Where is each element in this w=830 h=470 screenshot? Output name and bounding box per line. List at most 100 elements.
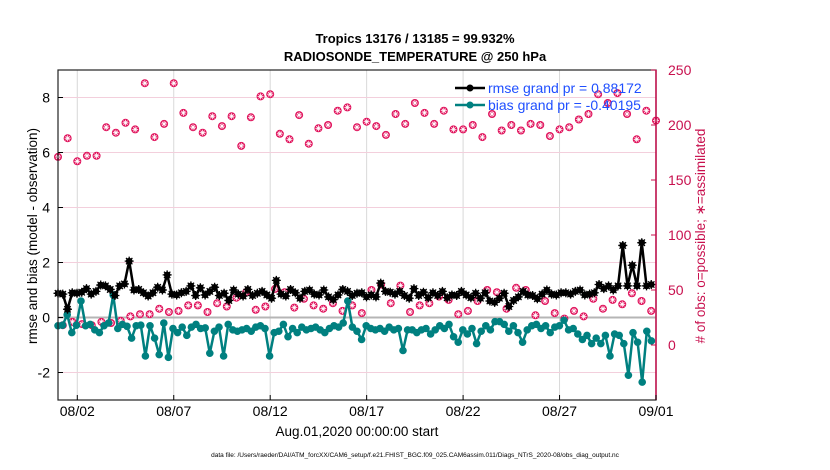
- obs-marker-asterisk: [595, 91, 602, 98]
- rmse-marker-star: [509, 295, 519, 305]
- rmse-point: [81, 284, 91, 294]
- bias-point: [224, 320, 232, 329]
- obs-count-point: [145, 310, 154, 319]
- obs-marker-asterisk: [493, 289, 500, 296]
- bias-point: [624, 371, 633, 380]
- obs-marker-asterisk: [537, 122, 544, 128]
- rmse-point: [134, 284, 144, 294]
- obs-marker-asterisk: [416, 302, 423, 309]
- obs-count-point: [314, 124, 323, 133]
- rmse-marker-star: [551, 290, 561, 300]
- rmse-marker-star: [91, 286, 101, 296]
- bias-point: [518, 338, 527, 347]
- obs-marker-asterisk: [218, 123, 225, 130]
- obs-marker-asterisk: [132, 126, 139, 133]
- obs-marker-asterisk: [175, 307, 182, 314]
- obs-marker-asterisk: [358, 310, 365, 317]
- obs-count-point: [164, 308, 173, 316]
- rmse-point: [646, 280, 656, 289]
- obs-count-point: [425, 299, 434, 308]
- obs-marker-asterisk: [247, 114, 254, 121]
- obs-marker-asterisk: [532, 312, 539, 319]
- obs-marker-asterisk: [382, 131, 389, 138]
- rmse-marker-star: [186, 281, 196, 291]
- obs-marker-asterisk: [233, 294, 240, 301]
- x-tick-label: 09/01: [638, 403, 673, 419]
- rmse-marker-star: [248, 291, 258, 300]
- rmse-point: [191, 291, 201, 300]
- rmse-marker-star: [390, 289, 400, 299]
- x-axis-label: Aug.01,2020 00:00:00 start: [276, 424, 439, 439]
- y-axis-label: rmse and bias (model - observation): [25, 128, 40, 344]
- rmse-point: [418, 287, 428, 297]
- bias-point: [555, 321, 564, 330]
- obs-marker-asterisk: [508, 122, 515, 128]
- obs-count-point: [261, 302, 270, 311]
- rmse-marker-star: [134, 284, 144, 294]
- obs-count-point: [251, 305, 260, 314]
- rmse-marker-star: [267, 293, 277, 303]
- obs-marker-asterisk: [349, 302, 356, 309]
- obs-count-point: [237, 141, 246, 150]
- rmse-marker-star: [566, 289, 576, 299]
- obs-count-point: [512, 283, 521, 292]
- rmse-marker-star: [442, 293, 452, 303]
- obs-marker-asterisk: [64, 135, 71, 142]
- obs-marker-asterisk: [228, 113, 235, 120]
- rmse-marker-star: [490, 297, 500, 307]
- rmse-point: [528, 291, 538, 300]
- obs-count-point: [594, 90, 603, 99]
- obs-count-point: [155, 304, 164, 313]
- rmse-point: [456, 286, 466, 296]
- obs-count-point: [203, 308, 212, 316]
- obs-count-point: [309, 301, 318, 310]
- bias-point: [275, 327, 283, 336]
- obs-count-point: [603, 99, 612, 107]
- obs-count-point: [135, 310, 144, 319]
- bias-point: [574, 330, 582, 338]
- bias-point: [486, 326, 495, 334]
- obs-marker-asterisk: [387, 300, 394, 307]
- rmse-point: [143, 291, 153, 301]
- rmse-marker-star: [423, 293, 433, 303]
- obs-marker-asterisk: [310, 302, 317, 309]
- rmse-marker-star: [300, 286, 310, 296]
- y2-tick-label: 150: [668, 172, 692, 188]
- rmse-marker-star: [594, 280, 604, 289]
- obs-count-point: [184, 301, 193, 310]
- bias-point: [104, 319, 113, 327]
- rmse-marker-star: [613, 281, 623, 291]
- obs-count-point: [102, 123, 111, 132]
- obs-marker-asterisk: [190, 124, 197, 131]
- bias-point: [293, 328, 302, 337]
- obs-marker-asterisk: [69, 318, 76, 325]
- obs-marker-asterisk: [185, 302, 192, 309]
- rmse-marker-star: [210, 282, 220, 292]
- rmse-point: [286, 284, 296, 294]
- rmse-marker-star: [480, 288, 490, 298]
- obs-count-point: [189, 123, 198, 132]
- rmse-marker-star: [580, 290, 590, 300]
- bias-point: [560, 316, 568, 325]
- rmse-marker-star: [452, 291, 462, 300]
- rmse-marker-star: [599, 284, 609, 294]
- obs-count-point: [459, 125, 468, 134]
- rmse-point: [518, 286, 528, 296]
- bias-point: [606, 352, 614, 360]
- rmse-series: [53, 238, 656, 314]
- bias-point: [647, 337, 656, 345]
- bias-point: [477, 327, 486, 336]
- obs-marker-asterisk: [141, 80, 148, 87]
- rmse-point: [91, 286, 101, 296]
- rmse-marker-star: [233, 289, 243, 299]
- obs-count-point: [516, 126, 525, 135]
- obs-marker-asterisk: [392, 111, 399, 117]
- obs-marker-asterisk: [643, 107, 650, 114]
- rmse-marker-star: [115, 281, 125, 291]
- rmse-marker-star: [542, 285, 552, 295]
- bias-point: [160, 319, 168, 327]
- rmse-marker-star: [314, 290, 324, 300]
- rmse-marker-star: [523, 290, 533, 300]
- rmse-marker-star: [143, 291, 153, 301]
